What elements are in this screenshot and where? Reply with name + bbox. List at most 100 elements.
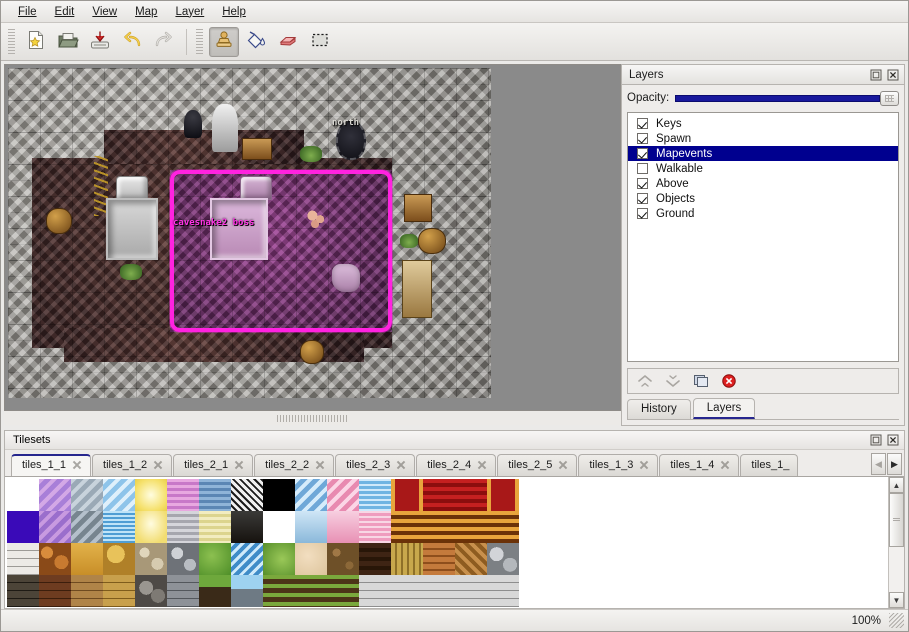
palette-tile[interactable] bbox=[551, 575, 583, 607]
palette-tile[interactable] bbox=[263, 575, 295, 607]
new-map-button[interactable] bbox=[21, 27, 51, 57]
palette-tile[interactable] bbox=[103, 511, 135, 543]
palette-tile[interactable] bbox=[583, 543, 615, 575]
palette-tile[interactable] bbox=[327, 575, 359, 607]
palette-tile[interactable] bbox=[295, 575, 327, 607]
palette-tile[interactable] bbox=[7, 575, 39, 607]
layer-visibility-checkbox-walkable[interactable] bbox=[637, 163, 648, 174]
tileset-scroll-track[interactable] bbox=[889, 493, 904, 592]
palette-tile[interactable] bbox=[295, 479, 327, 511]
tileset-palette-area[interactable]: ▲ ▼ bbox=[5, 476, 904, 608]
delete-layer-button[interactable] bbox=[718, 371, 740, 391]
layer-visibility-checkbox-objects[interactable] bbox=[637, 193, 648, 204]
menu-help[interactable]: Help bbox=[213, 4, 255, 20]
tileset-tab-tiles_2_4[interactable]: tiles_2_4 bbox=[416, 454, 497, 476]
tab-layers[interactable]: Layers bbox=[692, 398, 756, 419]
palette-tile[interactable] bbox=[7, 543, 39, 575]
undo-button[interactable] bbox=[117, 27, 147, 57]
tileset-tab-close-icon[interactable] bbox=[315, 460, 325, 470]
save-map-button[interactable] bbox=[85, 27, 115, 57]
palette-tile[interactable] bbox=[519, 511, 551, 543]
palette-tile[interactable] bbox=[199, 543, 231, 575]
tools-grip[interactable] bbox=[196, 28, 203, 55]
menu-map[interactable]: Map bbox=[126, 4, 166, 20]
palette-tile[interactable] bbox=[263, 543, 295, 575]
tileset-tab-close-icon[interactable] bbox=[558, 460, 568, 470]
tileset-palette-grid[interactable] bbox=[5, 477, 888, 608]
layer-visibility-checkbox-mapevents[interactable] bbox=[637, 148, 648, 159]
layer-row-above[interactable]: Above bbox=[628, 176, 898, 191]
move-layer-up-button[interactable] bbox=[634, 371, 656, 391]
palette-tile[interactable] bbox=[487, 543, 519, 575]
palette-tile[interactable] bbox=[583, 575, 615, 607]
palette-tile[interactable] bbox=[519, 575, 551, 607]
fill-tool-button[interactable] bbox=[241, 27, 271, 57]
tileset-tab-close-icon[interactable] bbox=[396, 460, 406, 470]
palette-tile[interactable] bbox=[359, 479, 391, 511]
layer-list[interactable]: Keys Spawn Mapevents Walkable bbox=[627, 112, 899, 362]
tileset-tab-tiles_1_4[interactable]: tiles_1_4 bbox=[659, 454, 740, 476]
float-window-icon[interactable] bbox=[869, 68, 883, 82]
palette-tile[interactable] bbox=[519, 543, 551, 575]
palette-tile[interactable] bbox=[327, 479, 359, 511]
tab-history[interactable]: History bbox=[627, 399, 691, 419]
palette-tile[interactable] bbox=[39, 511, 71, 543]
palette-tile[interactable] bbox=[359, 575, 391, 607]
layer-visibility-checkbox-spawn[interactable] bbox=[637, 133, 648, 144]
eraser-tool-button[interactable] bbox=[273, 27, 303, 57]
opacity-slider[interactable] bbox=[675, 90, 899, 106]
palette-tile[interactable] bbox=[103, 575, 135, 607]
palette-tile[interactable] bbox=[167, 511, 199, 543]
tileset-tab-close-icon[interactable] bbox=[72, 460, 82, 470]
palette-tile[interactable] bbox=[519, 479, 551, 511]
tileset-tab-close-icon[interactable] bbox=[153, 460, 163, 470]
layer-row-ground[interactable]: Ground bbox=[628, 206, 898, 221]
menu-edit[interactable]: Edit bbox=[46, 4, 84, 20]
palette-tile[interactable] bbox=[551, 511, 583, 543]
layer-row-keys[interactable]: Keys bbox=[628, 116, 898, 131]
menu-layer[interactable]: Layer bbox=[166, 4, 213, 20]
move-layer-down-button[interactable] bbox=[662, 371, 684, 391]
tileset-tab-tiles_2_2[interactable]: tiles_2_2 bbox=[254, 454, 335, 476]
map-scroll-grip[interactable] bbox=[276, 415, 349, 422]
select-tool-button[interactable] bbox=[305, 27, 335, 57]
open-map-button[interactable] bbox=[53, 27, 83, 57]
palette-tile[interactable] bbox=[551, 543, 583, 575]
tilesets-close-icon[interactable] bbox=[886, 433, 900, 447]
toolbar-grip[interactable] bbox=[8, 28, 15, 55]
palette-tile[interactable] bbox=[359, 511, 391, 543]
palette-tile[interactable] bbox=[7, 511, 39, 543]
palette-tile[interactable] bbox=[487, 479, 519, 511]
duplicate-layer-button[interactable] bbox=[690, 371, 712, 391]
palette-tile[interactable] bbox=[327, 543, 359, 575]
palette-tile[interactable] bbox=[71, 575, 103, 607]
palette-tile[interactable] bbox=[39, 575, 71, 607]
palette-tile[interactable] bbox=[231, 479, 263, 511]
window-resize-grip[interactable] bbox=[889, 613, 904, 628]
layer-row-objects[interactable]: Objects bbox=[628, 191, 898, 206]
palette-tile[interactable] bbox=[455, 543, 487, 575]
palette-tile[interactable] bbox=[487, 575, 519, 607]
tileset-tab-close-icon[interactable] bbox=[639, 460, 649, 470]
palette-tile[interactable] bbox=[71, 511, 103, 543]
palette-tile[interactable] bbox=[423, 511, 455, 543]
close-icon[interactable] bbox=[886, 68, 900, 82]
tilesets-float-window-icon[interactable] bbox=[869, 433, 883, 447]
layer-visibility-checkbox-above[interactable] bbox=[637, 178, 648, 189]
redo-button[interactable] bbox=[149, 27, 179, 57]
palette-tile[interactable] bbox=[199, 575, 231, 607]
tileset-tab-close-icon[interactable] bbox=[234, 460, 244, 470]
palette-tile[interactable] bbox=[327, 511, 359, 543]
menu-view[interactable]: View bbox=[83, 4, 126, 20]
palette-tile[interactable] bbox=[71, 479, 103, 511]
tileset-tab-next-button[interactable]: ▶ bbox=[887, 453, 902, 475]
map-horizontal-scrollbar[interactable] bbox=[4, 411, 621, 425]
tileset-vertical-scrollbar[interactable]: ▲ ▼ bbox=[888, 477, 904, 608]
palette-tile[interactable] bbox=[199, 479, 231, 511]
layer-row-walkable[interactable]: Walkable bbox=[628, 161, 898, 176]
tileset-tab-tiles_1_3[interactable]: tiles_1_3 bbox=[578, 454, 659, 476]
layer-row-mapevents[interactable]: Mapevents bbox=[628, 146, 898, 161]
stamp-tool-button[interactable] bbox=[209, 26, 239, 57]
palette-tile[interactable] bbox=[391, 511, 423, 543]
palette-tile[interactable] bbox=[167, 543, 199, 575]
